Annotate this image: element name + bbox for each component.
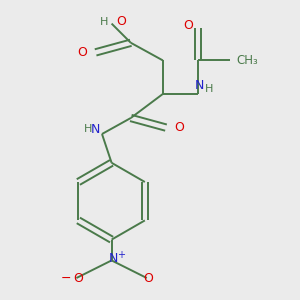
- Text: H: H: [100, 17, 108, 27]
- Text: +: +: [117, 250, 124, 260]
- Text: CH₃: CH₃: [236, 54, 258, 67]
- Text: O: O: [183, 19, 193, 32]
- Text: −: −: [61, 272, 72, 284]
- Text: O: O: [116, 16, 126, 28]
- Text: O: O: [174, 121, 184, 134]
- Text: O: O: [73, 272, 83, 284]
- Text: N: N: [195, 80, 204, 92]
- Text: H: H: [84, 124, 92, 134]
- Text: H: H: [205, 84, 213, 94]
- Text: N: N: [91, 123, 100, 136]
- Text: N: N: [109, 252, 118, 265]
- Text: O: O: [78, 46, 88, 59]
- Text: O: O: [143, 272, 153, 284]
